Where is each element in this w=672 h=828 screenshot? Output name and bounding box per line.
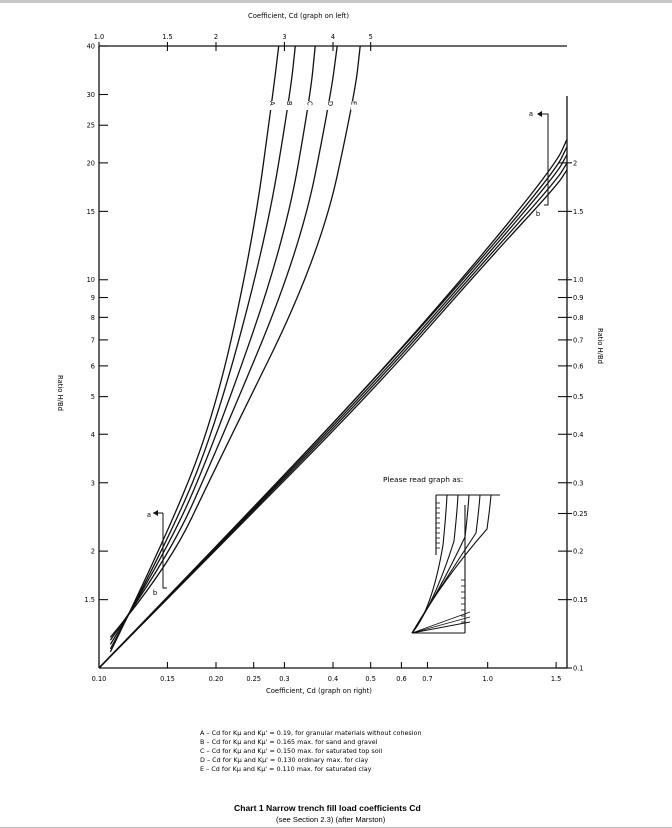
legend-entry-d: D – Cd for Kμ and Kμ' = 0.130 ordinary m… xyxy=(200,756,368,764)
y-right-tick-label-5: 0.7 xyxy=(573,336,584,344)
x-top-tick-label-0: 1.0 xyxy=(94,33,105,41)
series-a-right-curve xyxy=(98,139,568,669)
legend-entry-a: A – Cd for Kμ and Kμ' = 0.19, for granul… xyxy=(200,729,422,737)
axes-group: 1.0 1.5 2 3 4 50.10 0.15 0.20 0.25 0.3 0.4 0.5 0.6 0.… xyxy=(85,33,588,683)
y-left-tick-label-6: 9 xyxy=(91,294,95,302)
series-e-right-curve xyxy=(98,169,568,669)
y-right-tick-label-7: 0.5 xyxy=(573,393,584,401)
inset-curve-0 xyxy=(411,494,448,634)
chart-title: Chart 1 Narrow trench fill load coeffici… xyxy=(234,803,421,813)
chart-subtitle: (see Section 2.3) (after Marston) xyxy=(276,815,386,824)
y-left-tick-label-13: 2 xyxy=(91,548,95,556)
inset-curve-2 xyxy=(411,494,470,634)
y-right-tick-label-1: 1.5 xyxy=(573,208,584,216)
x-axis-bottom-label: Coefficient, Cd (graph on right) xyxy=(266,687,372,695)
y-left-tick-label-10: 5 xyxy=(91,393,95,401)
y-right-tick-label-13: 0.1 xyxy=(573,665,584,673)
annotation-a-right: a xyxy=(529,110,533,118)
y-left-tick-label-4: 15 xyxy=(87,208,95,216)
top-frame-bar xyxy=(0,0,672,3)
y-left-tick-label-9: 6 xyxy=(91,362,95,370)
series-e-label: E xyxy=(350,101,358,105)
annotation-left-bracket xyxy=(162,513,167,589)
y-right-tick-label-3: 0.9 xyxy=(573,294,584,302)
x-top-tick-label-2: 2 xyxy=(214,33,218,41)
annotation-right-bracket xyxy=(538,113,549,206)
annotation-left-arrow-head xyxy=(153,510,158,516)
series-a-left-curve xyxy=(109,45,280,653)
series-c-right-curve xyxy=(98,154,568,669)
series-b-label: B xyxy=(285,101,293,106)
y-right-tick-label-6: 0.6 xyxy=(573,362,584,370)
annotation-group: a b a b xyxy=(147,110,549,597)
inset-line-1 xyxy=(411,616,471,634)
x-bottom-tick-label-4: 0.3 xyxy=(279,675,290,683)
y-left-tick-label-12: 3 xyxy=(91,479,95,487)
x-bottom-tick-label-2: 0.20 xyxy=(209,675,224,683)
series-b-right-curve xyxy=(98,146,568,669)
series-d-left-curve xyxy=(109,45,338,641)
x-bottom-tick-label-6: 0.5 xyxy=(365,675,376,683)
y-right-tick-label-8: 0.4 xyxy=(573,431,584,439)
legend-entry-c: C – Cd for Kμ and Kμ' = 0.150 max. for s… xyxy=(200,747,382,755)
y-right-tick-label-11: 0.2 xyxy=(573,548,584,556)
series-b-left-curve xyxy=(109,45,296,650)
y-left-tick-label-3: 20 xyxy=(87,159,95,167)
x-bottom-tick-label-0: 0.10 xyxy=(92,675,107,683)
series-a-label: A xyxy=(268,101,276,106)
y-left-tick-label-11: 4 xyxy=(91,431,95,439)
x-bottom-tick-label-5: 0.4 xyxy=(328,675,339,683)
series-e-left-curve xyxy=(109,45,361,638)
annotation-b-right: b xyxy=(536,210,540,218)
y-axis-right-label: Ratio H/Bd xyxy=(596,328,604,364)
annotation-right-arrow-head xyxy=(537,111,542,117)
annotation-a-left: a xyxy=(147,511,151,519)
y-right-tick-label-0: 2 xyxy=(573,159,577,167)
series-c-left-curve xyxy=(109,45,316,645)
x-bottom-tick-label-10: 1.5 xyxy=(551,675,562,683)
annotation-b-left: b xyxy=(153,589,157,597)
legend-entry-b: B – Cd for Kμ and Kμ' = 0.165 max. for s… xyxy=(200,738,378,746)
series-c-label: C xyxy=(305,101,313,106)
series-d-right-curve xyxy=(98,162,568,669)
y-axis-left-label: Ratio H/Bd xyxy=(56,375,64,411)
x-bottom-tick-label-1: 0.15 xyxy=(160,675,175,683)
y-left-tick-label-7: 8 xyxy=(91,314,95,322)
y-right-tick-label-2: 1.0 xyxy=(573,276,584,284)
y-left-tick-label-14: 1.5 xyxy=(85,596,96,604)
y-left-tick-label-5: 10 xyxy=(87,276,95,284)
inset-line-0 xyxy=(411,621,471,634)
x-axis-top-label: Coefficient, Cd (graph on left) xyxy=(248,12,349,20)
x-top-tick-label-5: 5 xyxy=(369,33,373,41)
x-bottom-tick-label-8: 0.7 xyxy=(422,675,433,683)
x-bottom-tick-label-7: 0.6 xyxy=(396,675,407,683)
y-right-tick-label-9: 0.3 xyxy=(573,479,584,487)
inset-line-2 xyxy=(411,611,471,634)
series-d-label: D xyxy=(326,101,334,106)
x-bottom-tick-label-3: 0.25 xyxy=(246,675,261,683)
legend-entry-e: E – Cd for Kμ and Kμ' = 0.110 max. for s… xyxy=(200,765,372,773)
y-left-tick-label-0: 40 xyxy=(87,43,95,51)
x-bottom-tick-label-9: 1.0 xyxy=(482,675,493,683)
inset-caption: Please read graph as: xyxy=(383,475,463,484)
y-right-tick-label-12: 0.15 xyxy=(573,596,588,604)
inset-curve-1 xyxy=(411,494,459,634)
curves-group: A B C D E xyxy=(98,45,568,669)
inset-graph xyxy=(411,494,500,634)
x-top-tick-label-3: 3 xyxy=(282,33,286,41)
y-left-tick-label-8: 7 xyxy=(91,336,95,344)
y-right-tick-label-10: 0.25 xyxy=(573,510,588,518)
inset-curve-4 xyxy=(411,494,492,634)
y-left-tick-label-2: 25 xyxy=(87,122,95,130)
y-right-tick-label-4: 0.8 xyxy=(573,314,584,322)
x-top-tick-label-4: 4 xyxy=(331,33,335,41)
x-top-tick-label-1: 1.5 xyxy=(162,33,173,41)
y-left-tick-label-1: 30 xyxy=(87,91,95,99)
